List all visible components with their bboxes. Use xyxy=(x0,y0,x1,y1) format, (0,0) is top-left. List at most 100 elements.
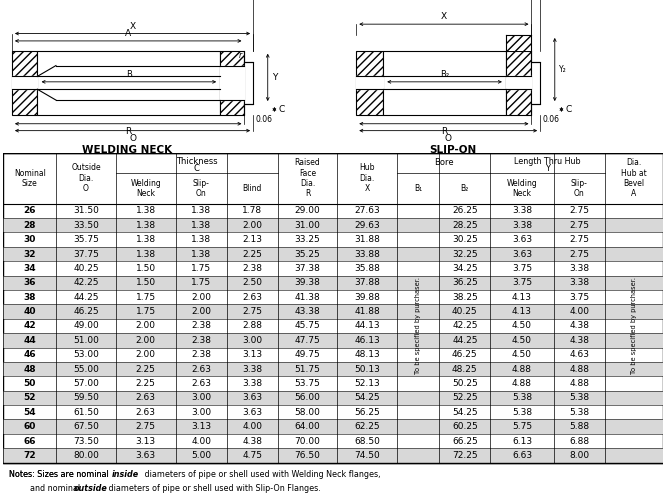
Text: 3.13: 3.13 xyxy=(191,422,211,431)
Text: 40.25: 40.25 xyxy=(73,264,99,273)
Text: B: B xyxy=(126,70,132,79)
Text: 49.00: 49.00 xyxy=(73,321,99,330)
Text: 2.38: 2.38 xyxy=(191,336,211,345)
Text: 6.13: 6.13 xyxy=(512,437,532,446)
Text: inside: inside xyxy=(112,470,139,479)
Text: 59.50: 59.50 xyxy=(73,393,99,402)
Text: 4.38: 4.38 xyxy=(242,437,262,446)
Text: 57.00: 57.00 xyxy=(73,379,99,388)
Bar xyxy=(244,62,253,104)
Text: R: R xyxy=(125,127,131,136)
Text: 58.00: 58.00 xyxy=(294,408,320,417)
Text: 4.50: 4.50 xyxy=(512,321,532,330)
Text: 2.75: 2.75 xyxy=(242,307,262,316)
Text: 1.38: 1.38 xyxy=(136,207,156,215)
Text: 52.13: 52.13 xyxy=(354,379,380,388)
Bar xyxy=(3,362,663,376)
Text: C: C xyxy=(194,164,200,174)
Text: 2.13: 2.13 xyxy=(242,235,262,244)
Text: 38: 38 xyxy=(23,293,36,302)
Text: 60.25: 60.25 xyxy=(452,422,478,431)
Text: 1.50: 1.50 xyxy=(136,278,156,287)
Text: 3.00: 3.00 xyxy=(191,393,211,402)
Text: 2.75: 2.75 xyxy=(569,207,589,215)
Text: Notes: Sizes are nominal: Notes: Sizes are nominal xyxy=(9,470,111,479)
Text: Y: Y xyxy=(272,73,277,82)
Text: 42.25: 42.25 xyxy=(73,278,99,287)
Text: 6.88: 6.88 xyxy=(569,437,589,446)
Text: r: r xyxy=(239,51,242,60)
Text: 48.25: 48.25 xyxy=(452,365,478,374)
Text: 31.50: 31.50 xyxy=(73,207,99,215)
Text: 4.00: 4.00 xyxy=(191,437,211,446)
Text: To be specified by purchaser.: To be specified by purchaser. xyxy=(416,278,422,375)
Text: 26.25: 26.25 xyxy=(452,207,478,215)
Bar xyxy=(3,247,663,261)
Text: 26: 26 xyxy=(23,207,36,215)
Text: 31.88: 31.88 xyxy=(354,235,380,244)
Text: 51.75: 51.75 xyxy=(294,365,320,374)
Text: 3.63: 3.63 xyxy=(242,393,262,402)
Text: 1.75: 1.75 xyxy=(191,278,211,287)
Text: 4.00: 4.00 xyxy=(569,307,589,316)
Text: 34.25: 34.25 xyxy=(452,264,478,273)
Text: 5.38: 5.38 xyxy=(512,408,532,417)
Text: 46.25: 46.25 xyxy=(73,307,99,316)
Text: 45.75: 45.75 xyxy=(294,321,320,330)
Text: 51.00: 51.00 xyxy=(73,336,99,345)
Text: 4.38: 4.38 xyxy=(569,321,589,330)
Text: 2.25: 2.25 xyxy=(136,379,156,388)
Text: 55.00: 55.00 xyxy=(73,365,99,374)
Text: Outside
Dia.
O: Outside Dia. O xyxy=(71,163,101,193)
Bar xyxy=(3,420,663,434)
Text: 2.00: 2.00 xyxy=(242,221,262,230)
Text: 54.25: 54.25 xyxy=(452,408,478,417)
Text: 36: 36 xyxy=(23,278,36,287)
Text: 27.63: 27.63 xyxy=(354,207,380,215)
Text: 3.00: 3.00 xyxy=(191,408,211,417)
Text: 72.25: 72.25 xyxy=(452,451,478,460)
Text: 4.88: 4.88 xyxy=(512,365,532,374)
Text: 5.38: 5.38 xyxy=(569,408,589,417)
Text: 1.75: 1.75 xyxy=(191,264,211,273)
Text: 52.25: 52.25 xyxy=(452,393,478,402)
Text: 72: 72 xyxy=(23,451,36,460)
Text: 53.75: 53.75 xyxy=(294,379,320,388)
Text: 33.50: 33.50 xyxy=(73,221,99,230)
Text: Raised
Face
Dia.
R: Raised Face Dia. R xyxy=(294,158,320,198)
Text: 3.63: 3.63 xyxy=(512,235,532,244)
Text: 80.00: 80.00 xyxy=(73,451,99,460)
Text: 3.75: 3.75 xyxy=(512,264,532,273)
Text: 41.88: 41.88 xyxy=(354,307,380,316)
Text: 61.50: 61.50 xyxy=(73,408,99,417)
Text: 37.88: 37.88 xyxy=(354,278,380,287)
Text: 66: 66 xyxy=(23,437,36,446)
Text: 4.63: 4.63 xyxy=(569,350,589,359)
Text: 4.75: 4.75 xyxy=(242,451,262,460)
Text: 1.75: 1.75 xyxy=(136,293,156,302)
Text: 64.00: 64.00 xyxy=(294,422,320,431)
Text: 49.75: 49.75 xyxy=(294,350,320,359)
Text: 2.00: 2.00 xyxy=(191,293,211,302)
Text: 42: 42 xyxy=(23,321,36,330)
Text: 1.38: 1.38 xyxy=(191,207,211,215)
Text: 5.38: 5.38 xyxy=(512,393,532,402)
Text: Thickness: Thickness xyxy=(176,157,218,166)
Text: 28.25: 28.25 xyxy=(452,221,478,230)
Text: 30: 30 xyxy=(23,235,36,244)
Text: 1.78: 1.78 xyxy=(242,207,262,215)
Bar xyxy=(3,276,663,290)
Text: B₁: B₁ xyxy=(414,184,422,193)
Text: 2.75: 2.75 xyxy=(569,235,589,244)
Text: WELDING NECK: WELDING NECK xyxy=(82,145,172,155)
Text: 50: 50 xyxy=(23,379,36,388)
Text: 60: 60 xyxy=(23,422,36,431)
Text: 5.88: 5.88 xyxy=(569,422,589,431)
Text: 33.88: 33.88 xyxy=(354,249,380,258)
Text: 56.25: 56.25 xyxy=(354,408,380,417)
Text: 5.00: 5.00 xyxy=(191,451,211,460)
Text: 2.75: 2.75 xyxy=(569,249,589,258)
Text: 3.63: 3.63 xyxy=(136,451,156,460)
Text: 8.00: 8.00 xyxy=(569,451,589,460)
Text: 67.50: 67.50 xyxy=(73,422,99,431)
